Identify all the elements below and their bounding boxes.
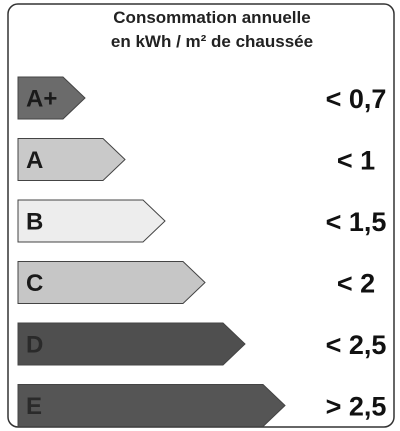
class-arrow [17,261,206,304]
class-label: D [26,332,43,359]
class-arrow [17,384,286,427]
class-threshold: < 1 [337,146,375,176]
title-line: Consommation annuelle [113,8,310,27]
class-threshold: > 2,5 [326,392,387,422]
title-line: en kWh / m² de chaussée [111,32,313,51]
class-arrow [17,138,126,181]
class-threshold: < 0,7 [326,84,387,114]
class-label: B [26,209,43,236]
class-threshold: < 2,5 [326,330,387,360]
class-arrow [17,76,86,120]
class-label: C [26,270,43,297]
class-arrow [17,199,166,243]
class-label: E [26,393,42,420]
class-threshold: < 2 [337,269,375,299]
class-label: A+ [26,86,57,113]
class-arrow [17,322,246,366]
class-label: A [26,147,43,174]
class-threshold: < 1,5 [326,207,387,237]
